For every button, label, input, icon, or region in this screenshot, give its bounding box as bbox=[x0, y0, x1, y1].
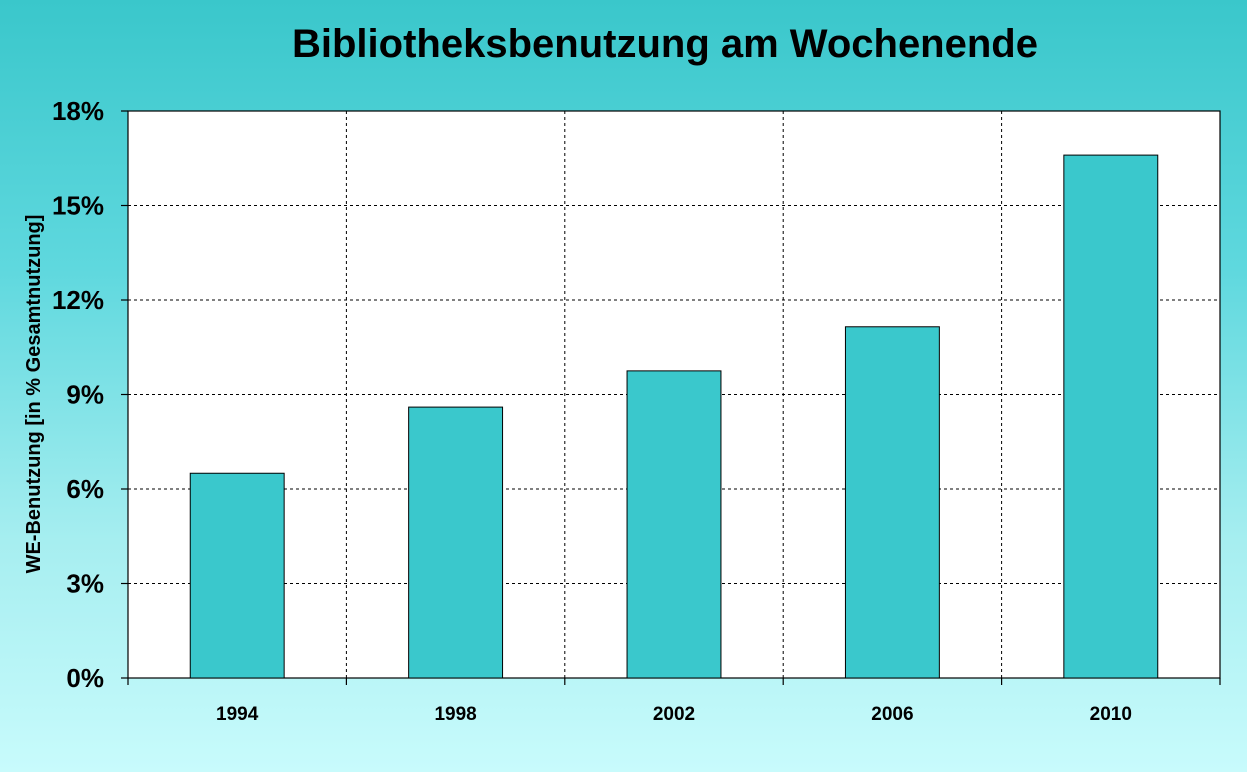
bars bbox=[189, 154, 1159, 679]
x-tick-label: 2002 bbox=[653, 704, 695, 725]
y-tick-label: 6% bbox=[66, 474, 104, 504]
axes bbox=[121, 110, 1221, 685]
y-tick-label: 15% bbox=[52, 191, 104, 221]
y-axis-label: WE-Benutzung [in % Gesamtnutzung] bbox=[23, 215, 45, 574]
y-tick-label: 18% bbox=[52, 96, 104, 126]
x-tick-label: 2006 bbox=[871, 704, 913, 725]
x-tick-label: 1994 bbox=[216, 704, 259, 725]
x-tick-label: 2010 bbox=[1090, 704, 1132, 725]
bar-1994 bbox=[189, 472, 285, 679]
y-tick-label: 12% bbox=[52, 285, 104, 315]
y-tick-label: 0% bbox=[66, 663, 104, 693]
bar-1998 bbox=[408, 406, 504, 679]
chart-title: Bibliotheksbenutzung am Wochenende bbox=[292, 22, 1038, 66]
x-tick-label: 1998 bbox=[434, 704, 476, 725]
y-tick-labels: 0% 3% 6% 9% 12% 15% 18% bbox=[52, 96, 104, 693]
y-tick-label: 9% bbox=[66, 380, 104, 410]
bar-2006 bbox=[844, 326, 940, 679]
bar-2010 bbox=[1063, 154, 1159, 679]
x-tick-labels: 1994 1998 2002 2006 2010 bbox=[216, 704, 1132, 725]
bar-2002 bbox=[626, 370, 722, 679]
y-tick-label: 3% bbox=[66, 569, 104, 599]
